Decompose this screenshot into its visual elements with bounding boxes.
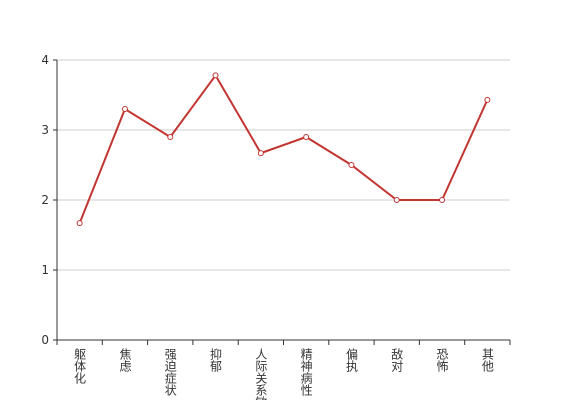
point <box>348 162 355 168</box>
x-tick-label: 恐怖 <box>435 348 449 372</box>
y-tick-label: 4 <box>41 53 49 67</box>
point <box>257 150 264 157</box>
point <box>76 220 83 227</box>
x-tick-label: 精神病性 <box>299 348 313 397</box>
x-tick-label: 人际关系敏感 <box>254 348 268 400</box>
x-tick-label: 偏执 <box>344 347 358 373</box>
x-tick-label: 抑郁 <box>209 347 223 373</box>
x-tick-label: 敌对 <box>390 347 404 372</box>
y-tick-label: 0 <box>41 333 49 347</box>
point <box>303 134 310 140</box>
x-tick-label: 焦虑 <box>118 348 132 372</box>
line <box>78 73 489 224</box>
point <box>121 106 128 112</box>
point <box>212 72 219 79</box>
y-tick-label: 1 <box>41 263 49 277</box>
point <box>484 96 491 103</box>
x-tick-label: 其他 <box>480 348 494 372</box>
y-tick-label: 2 <box>41 193 49 207</box>
point <box>393 197 400 203</box>
point <box>167 134 174 140</box>
point <box>439 197 446 203</box>
x-tick-label: 强迫症状 <box>163 348 177 396</box>
x-tick-label: 躯体化 <box>73 347 87 385</box>
y-tick-label: 3 <box>41 123 49 137</box>
